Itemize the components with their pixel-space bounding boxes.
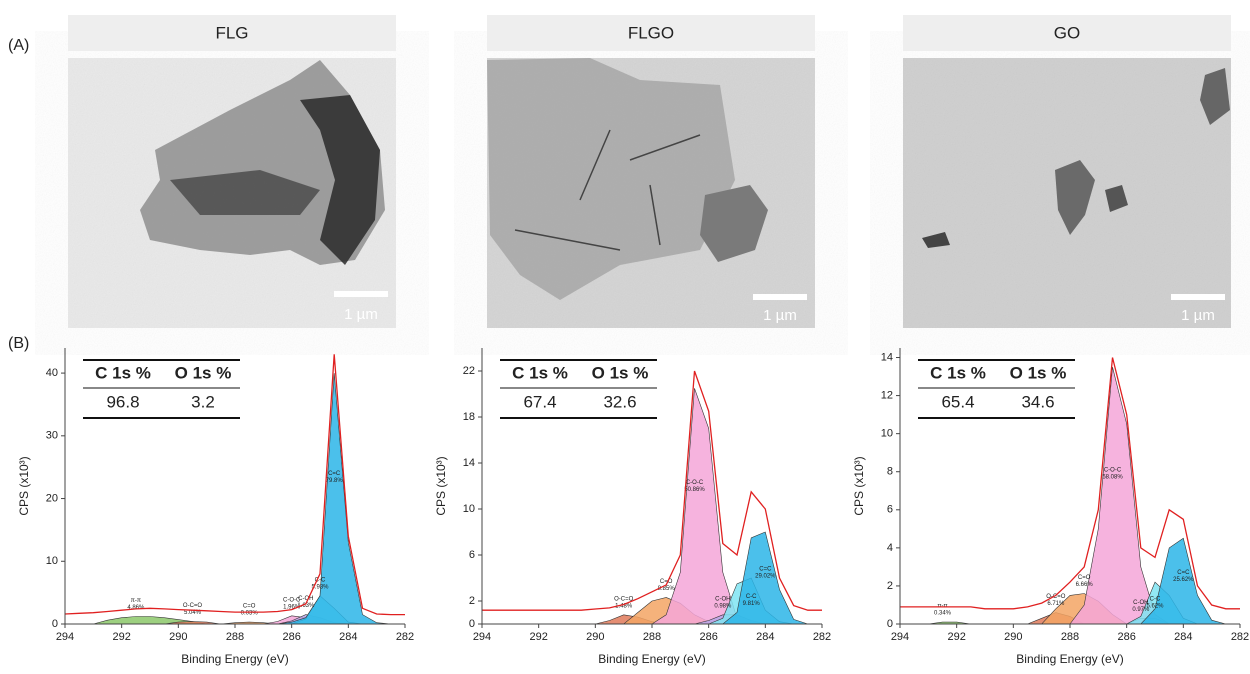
x-axis-label: Binding Energy (eV) [181, 652, 288, 666]
x-tick-label: 292 [112, 631, 130, 643]
peak-share: 8.85% [658, 586, 676, 592]
x-tick-label: 292 [947, 631, 965, 643]
peak-label: C=O [243, 604, 256, 610]
x-tick-label: 284 [1174, 631, 1192, 643]
x-tick-label: 288 [1061, 631, 1079, 643]
y-tick-label: 0 [469, 618, 475, 630]
scale-bar-label: 1 µm [344, 306, 378, 323]
y-tick-label: 12 [881, 389, 893, 401]
panel-label: (A) [8, 37, 29, 54]
y-axis-label: CPS (x10³) [17, 456, 31, 515]
figure: (A) (B) 1 µm 1 µm 1 µm FLGπ-π4.86%O-C=O5… [0, 0, 1250, 669]
peak-share: 58.08% [1102, 474, 1123, 480]
scale-bar-label: 1 µm [1181, 307, 1215, 324]
x-tick-label: 282 [396, 631, 414, 643]
y-tick-label: 2 [469, 595, 475, 607]
x-tick-label: 288 [643, 631, 661, 643]
y-tick-label: 8 [887, 466, 893, 478]
table-cell: 3.2 [191, 392, 215, 411]
peak-share: 5.62% [1146, 603, 1164, 609]
peak-label: C-C [1150, 596, 1161, 602]
tem-image: 1 µm [68, 58, 396, 328]
peak-label: C-O-C [686, 480, 704, 486]
y-tick-label: 22 [463, 365, 475, 377]
peak-label: C=C [328, 471, 341, 477]
scale-bar-label: 1 µm [763, 307, 797, 324]
y-tick-label: 6 [887, 504, 893, 516]
peak-label: C=C [1177, 570, 1190, 576]
y-tick-label: 10 [881, 428, 893, 440]
x-tick-label: 282 [1231, 631, 1249, 643]
peak-share: 79.8% [326, 478, 344, 484]
plot [482, 388, 822, 624]
y-axis-label: CPS (x10³) [852, 456, 866, 515]
peak-share: 0.34% [934, 611, 952, 617]
peak-label: O-C=O [183, 603, 203, 609]
x-tick-label: 294 [891, 631, 909, 643]
peak-share: 29.02% [755, 573, 776, 579]
y-tick-label: 2 [887, 580, 893, 592]
table-cell: 67.4 [523, 392, 556, 411]
y-tick-label: 40 [46, 367, 58, 379]
peak-label: C-OH [298, 596, 313, 602]
table-header: O 1s % [592, 363, 649, 382]
y-tick-label: 18 [463, 411, 475, 423]
x-tick-label: 286 [282, 631, 300, 643]
x-tick-label: 284 [756, 631, 774, 643]
peak-share: 0.98% [714, 603, 732, 609]
x-axis-label: Binding Energy (eV) [1016, 652, 1123, 666]
y-tick-label: 0 [52, 618, 58, 630]
peak-share: 6.71% [1047, 601, 1065, 607]
x-tick-label: 294 [56, 631, 74, 643]
y-tick-label: 14 [881, 351, 893, 363]
y-tick-label: 4 [887, 542, 893, 554]
x-tick-label: 290 [169, 631, 187, 643]
chart-title: FLG [215, 23, 248, 42]
tem-image: 1 µm [903, 58, 1231, 328]
y-tick-label: 10 [46, 555, 58, 567]
peak-share: 50.86% [684, 487, 705, 493]
x-tick-label: 292 [529, 631, 547, 643]
y-tick-label: 10 [463, 503, 475, 515]
y-tick-label: 20 [46, 492, 58, 504]
peak-share: 25.62% [1173, 577, 1194, 583]
table-header: C 1s % [512, 363, 568, 382]
x-axis-label: Binding Energy (eV) [598, 652, 705, 666]
peak-label: C=O [1078, 575, 1091, 581]
y-axis-label: CPS (x10³) [434, 456, 448, 515]
chart-title: FLGO [628, 23, 674, 42]
y-tick-label: 30 [46, 430, 58, 442]
x-tick-label: 284 [339, 631, 357, 643]
peak-label: C-OH [715, 596, 730, 602]
peak-share: 6.66% [1076, 582, 1094, 588]
table-cell: 32.6 [603, 392, 636, 411]
peak-label: π-π [131, 598, 141, 604]
peak-label: C-O-C [1104, 467, 1122, 473]
y-tick-label: 0 [887, 618, 893, 630]
chart-title: GO [1054, 23, 1080, 42]
x-tick-label: 286 [699, 631, 717, 643]
y-tick-label: 14 [463, 457, 475, 469]
x-tick-label: 288 [226, 631, 244, 643]
table-cell: 65.4 [941, 392, 974, 411]
peak-share: 9.81% [743, 601, 761, 607]
tem-image: 1 µm [487, 58, 815, 328]
peak-label: C=C [759, 566, 772, 572]
table-cell: 34.6 [1021, 392, 1054, 411]
table-header: C 1s % [930, 363, 986, 382]
table-header: C 1s % [95, 363, 151, 382]
x-tick-label: 286 [1117, 631, 1135, 643]
table-header: O 1s % [175, 363, 232, 382]
peak-label: C-C [746, 594, 757, 600]
x-tick-label: 290 [1004, 631, 1022, 643]
x-tick-label: 294 [473, 631, 491, 643]
table-header: O 1s % [1010, 363, 1067, 382]
panel-label: (B) [8, 335, 29, 352]
y-tick-label: 6 [469, 549, 475, 561]
table-cell: 96.8 [106, 392, 139, 411]
x-tick-label: 282 [813, 631, 831, 643]
x-tick-label: 290 [586, 631, 604, 643]
